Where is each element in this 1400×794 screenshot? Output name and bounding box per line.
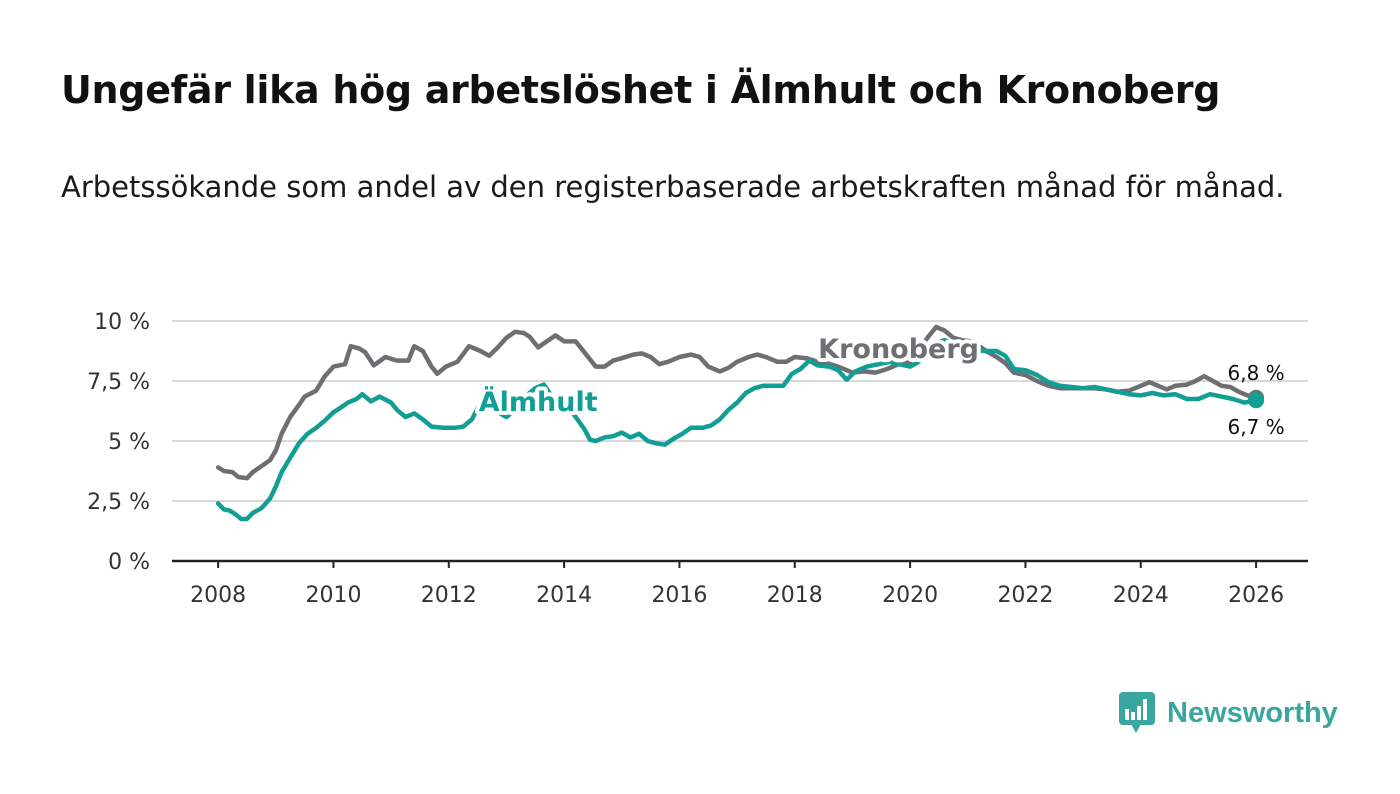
newsworthy-chart-icon: [1119, 692, 1155, 733]
series-label-0: Kronoberg: [818, 334, 979, 365]
newsworthy-wordmark: Newsworthy: [1167, 696, 1338, 729]
end-dot-lmhult: [1248, 392, 1265, 409]
series-label-1: Älmhult: [479, 386, 598, 418]
x-tick-label-8: 2024: [1113, 583, 1169, 608]
x-tick-label-1: 2010: [305, 583, 361, 608]
end-value-label-kronoberg: 6,8 %: [1228, 361, 1285, 385]
y-tick-label-0: 0 %: [108, 550, 150, 575]
y-tick-label-2: 5 %: [108, 430, 150, 455]
x-tick-label-7: 2022: [997, 583, 1053, 608]
y-tick-label-3: 7,5 %: [87, 370, 150, 395]
newsworthy-logo: Newsworthy: [1119, 690, 1338, 736]
series-line-lmhult: [215, 337, 1259, 522]
chart-title: Ungefär lika hög arbetslöshet i Älmhult …: [61, 68, 1221, 112]
end-value-label-almhult: 6,7 %: [1228, 415, 1285, 439]
x-tick-label-6: 2020: [882, 583, 938, 608]
x-tick-label-4: 2016: [651, 583, 707, 608]
x-tick-label-9: 2026: [1228, 583, 1284, 608]
x-tick-label-0: 2008: [190, 583, 246, 608]
y-tick-label-4: 10 %: [94, 310, 150, 335]
x-tick-label-2: 2012: [421, 583, 477, 608]
x-tick-label-3: 2014: [536, 583, 592, 608]
x-tick-label-5: 2018: [767, 583, 823, 608]
y-tick-label-1: 2,5 %: [87, 490, 150, 515]
chart-subtitle: Arbetssökande som andel av den registerb…: [61, 170, 1285, 204]
